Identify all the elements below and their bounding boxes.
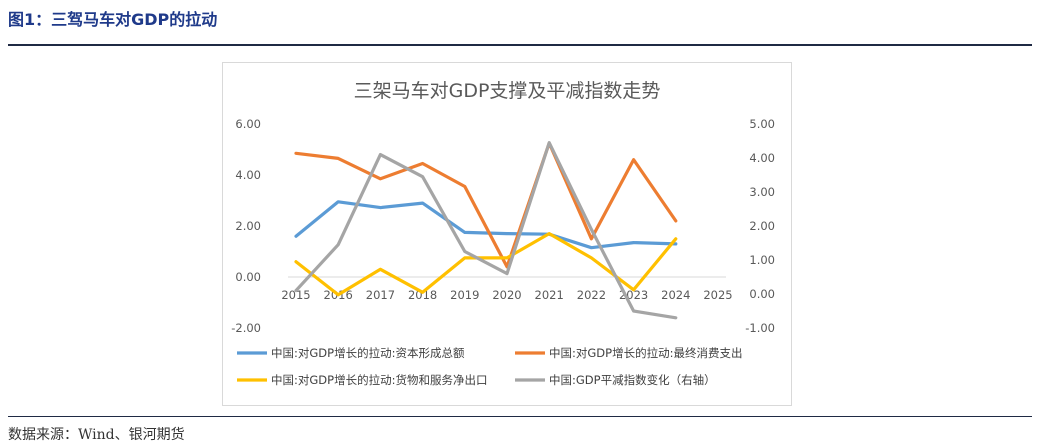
right-tick-label: 2.00 [749, 219, 775, 233]
x-tick-label: 2015 [281, 288, 310, 302]
right-tick-label: 0.00 [749, 287, 775, 301]
x-tick-label: 2024 [661, 288, 690, 302]
legend-label: 中国:对GDP增长的拉动:最终消费支出 [549, 346, 742, 360]
top-rule [8, 44, 1032, 46]
source-note: 数据来源：Wind、银河期货 [8, 427, 185, 443]
right-tick-label: -1.00 [745, 321, 775, 335]
series-line-3 [294, 232, 678, 297]
series-line-4 [294, 141, 678, 320]
right-tick-label: 1.00 [749, 253, 775, 267]
x-tick-label: 2025 [703, 288, 732, 302]
x-tick-label: 2019 [450, 288, 479, 302]
right-tick-label: 5.00 [749, 117, 775, 131]
left-tick-label: -2.00 [231, 321, 261, 335]
series-line-2 [294, 141, 678, 269]
left-tick-label: 4.00 [235, 168, 261, 182]
line-chart: 三架马车对GDP支撑及平减指数走势 6.00 4.00 2.00 0.00 -2.00 5… [231, 80, 775, 387]
right-tick-label: 4.00 [749, 151, 775, 165]
series-line-1 [294, 200, 678, 250]
bottom-rule [8, 416, 1032, 417]
legend-label: 中国:对GDP增长的拉动:货物和服务净出口 [271, 373, 487, 387]
left-tick-label: 6.00 [235, 117, 261, 131]
x-tick-label: 2022 [577, 288, 606, 302]
x-tick-label: 2020 [492, 288, 521, 302]
x-tick-label: 2018 [408, 288, 437, 302]
right-tick-label: 3.00 [749, 185, 775, 199]
legend-label: 中国:GDP平减指数变化（右轴） [549, 373, 716, 387]
chart-title: 三架马车对GDP支撑及平减指数走势 [354, 80, 661, 102]
left-tick-label: 2.00 [235, 219, 261, 233]
left-tick-label: 0.00 [235, 270, 261, 284]
x-tick-label: 2021 [535, 288, 564, 302]
x-tick-label: 2017 [366, 288, 395, 302]
legend-label: 中国:对GDP增长的拉动:资本形成总额 [271, 346, 465, 360]
chart-frame: 三架马车对GDP支撑及平减指数走势 6.00 4.00 2.00 0.00 -2.00 5… [222, 62, 792, 406]
figure-title: 图1：三驾马车对GDP的拉动 [8, 10, 218, 29]
